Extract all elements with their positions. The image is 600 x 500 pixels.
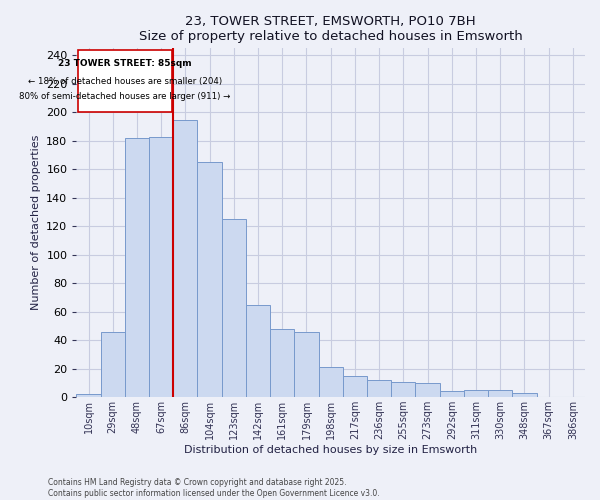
Bar [101, 332, 125, 397]
Bar [173, 120, 197, 397]
Bar [464, 390, 488, 397]
Text: 23 TOWER STREET: 85sqm: 23 TOWER STREET: 85sqm [58, 60, 191, 68]
Bar [512, 393, 536, 397]
Bar [295, 332, 319, 397]
Bar [77, 50, 172, 112]
Bar [149, 136, 173, 397]
Text: 80% of semi-detached houses are larger (911) →: 80% of semi-detached houses are larger (… [19, 92, 230, 101]
Text: Contains HM Land Registry data © Crown copyright and database right 2025.
Contai: Contains HM Land Registry data © Crown c… [48, 478, 380, 498]
Bar [125, 138, 149, 397]
X-axis label: Distribution of detached houses by size in Emsworth: Distribution of detached houses by size … [184, 445, 478, 455]
Bar [415, 383, 440, 397]
Bar [319, 368, 343, 397]
Title: 23, TOWER STREET, EMSWORTH, PO10 7BH
Size of property relative to detached house: 23, TOWER STREET, EMSWORTH, PO10 7BH Siz… [139, 15, 523, 43]
Bar [270, 329, 295, 397]
Bar [391, 382, 415, 397]
Bar [246, 304, 270, 397]
Bar [440, 392, 464, 397]
Bar [222, 219, 246, 397]
Text: ← 18% of detached houses are smaller (204): ← 18% of detached houses are smaller (20… [28, 76, 222, 86]
Y-axis label: Number of detached properties: Number of detached properties [31, 135, 41, 310]
Bar [343, 376, 367, 397]
Bar [197, 162, 222, 397]
Bar [367, 380, 391, 397]
Bar [488, 390, 512, 397]
Bar [76, 394, 101, 397]
